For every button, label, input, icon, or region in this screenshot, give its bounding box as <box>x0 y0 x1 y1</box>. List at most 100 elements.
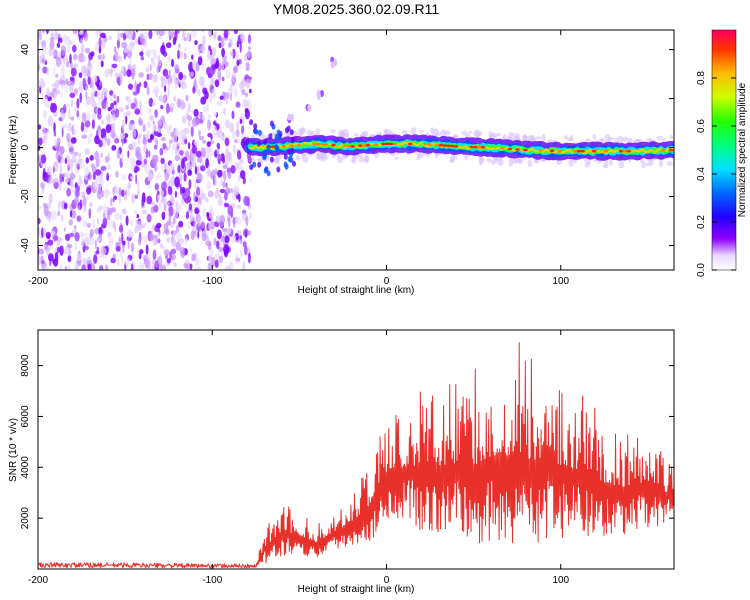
noise-speckle <box>83 204 87 212</box>
snr-axes: -200 -100 0 100 2000 4000 6000 8000 <box>20 330 674 586</box>
carrier-peak <box>477 145 482 149</box>
noise-speckle <box>209 208 214 220</box>
noise-speckle <box>221 235 225 243</box>
noise-speckle <box>72 44 77 53</box>
noise-speckle <box>162 142 167 150</box>
colorbar: 0.0 0.2 0.4 0.6 0.8 Normalized spectral ampl… <box>696 29 748 277</box>
noise-speckle <box>150 49 157 54</box>
noise-speckle <box>60 45 67 56</box>
onset-burst <box>263 139 268 145</box>
noise-speckle <box>90 51 95 57</box>
noise-speckle <box>64 246 68 253</box>
noise-speckle <box>230 165 236 174</box>
noise-speckle <box>227 172 230 177</box>
noise-speckle <box>194 207 200 215</box>
noise-speckle <box>178 71 184 81</box>
chart-title: YM08.2025.360.02.09.R11 <box>273 1 440 17</box>
onset-burst <box>289 151 294 158</box>
noise-speckle <box>54 30 58 34</box>
band-core <box>249 141 674 154</box>
noise-speckle <box>107 231 112 238</box>
noise-speckle <box>144 258 150 269</box>
noise-speckle <box>190 230 195 241</box>
halo-speckle <box>569 134 574 141</box>
noise-speckle <box>189 263 193 270</box>
noise-speckle <box>104 91 107 99</box>
noise-speckle <box>139 82 142 87</box>
noise-speckle <box>87 76 91 85</box>
noise-speckle <box>160 104 164 110</box>
noise-speckle <box>91 86 96 95</box>
noise-speckle <box>55 151 60 161</box>
noise-speckle <box>137 249 140 256</box>
noise-speckle <box>143 158 147 166</box>
noise-speckle <box>167 124 171 134</box>
noise-speckle <box>225 182 228 188</box>
noise-speckle <box>217 169 223 178</box>
noise-speckle <box>163 249 170 256</box>
noise-speckle <box>104 156 109 163</box>
noise-speckle <box>89 237 95 246</box>
noise-speckle <box>137 188 140 196</box>
noise-speckle <box>117 259 120 267</box>
noise-speckle <box>85 96 92 106</box>
noise-speckle <box>110 102 115 110</box>
noise-speckle <box>66 243 73 249</box>
noise-speckle <box>105 124 112 134</box>
noise-speckle <box>216 240 220 249</box>
noise-speckle <box>120 213 123 221</box>
noise-speckle <box>231 234 237 243</box>
noise-speckle <box>146 86 150 96</box>
noise-speckle <box>162 230 165 235</box>
noise-speckle <box>216 148 220 156</box>
noise-speckle <box>242 261 246 270</box>
noise-speckle <box>233 87 238 98</box>
halo-speckle <box>592 134 597 140</box>
halo-speckle <box>315 128 321 136</box>
onset-burst <box>284 163 289 170</box>
noise-speckle <box>144 163 150 174</box>
noise-speckle <box>43 266 50 270</box>
noise-speckle <box>154 260 159 268</box>
noise-speckle <box>157 54 161 62</box>
colorbar-tick-label: 0.4 <box>696 167 707 181</box>
noise-speckle <box>231 49 234 60</box>
noise-speckle <box>46 30 49 35</box>
noise-speckle <box>73 129 77 136</box>
noise-speckle <box>195 257 200 266</box>
noise-speckle <box>81 134 88 139</box>
noise-speckle <box>206 181 212 190</box>
noise-speckle <box>108 236 114 248</box>
noise-speckle <box>180 249 185 259</box>
noise-speckle <box>248 88 252 94</box>
noise-speckle <box>110 197 113 207</box>
noise-speckle <box>140 56 145 61</box>
carrier-peak <box>358 144 363 147</box>
noise-speckle <box>73 88 79 95</box>
noise-speckle <box>101 247 107 255</box>
onset-burst <box>274 144 279 151</box>
noise-speckle <box>120 247 122 259</box>
sideband-mark <box>317 92 321 100</box>
carrier-peak <box>603 149 608 153</box>
noise-speckle <box>65 78 69 85</box>
noise-speckle <box>127 238 130 250</box>
noise-speckle <box>68 219 74 226</box>
onset-burst <box>289 129 294 136</box>
noise-speckle <box>63 202 68 210</box>
noise-speckle <box>121 256 124 264</box>
noise-speckle <box>108 69 113 74</box>
noise-speckle <box>62 173 66 178</box>
noise-speckle <box>224 122 231 128</box>
noise-speckle <box>66 170 69 180</box>
noise-speckle <box>214 79 220 88</box>
noise-speckle <box>42 227 47 236</box>
noise-speckle <box>205 158 210 169</box>
noise-speckle <box>201 175 204 180</box>
noise-speckle <box>81 55 86 62</box>
noise-speckle <box>156 30 159 36</box>
noise-speckle <box>222 30 225 36</box>
noise-speckle <box>74 262 79 270</box>
noise-speckle <box>127 228 133 239</box>
noise-speckle <box>125 105 129 110</box>
